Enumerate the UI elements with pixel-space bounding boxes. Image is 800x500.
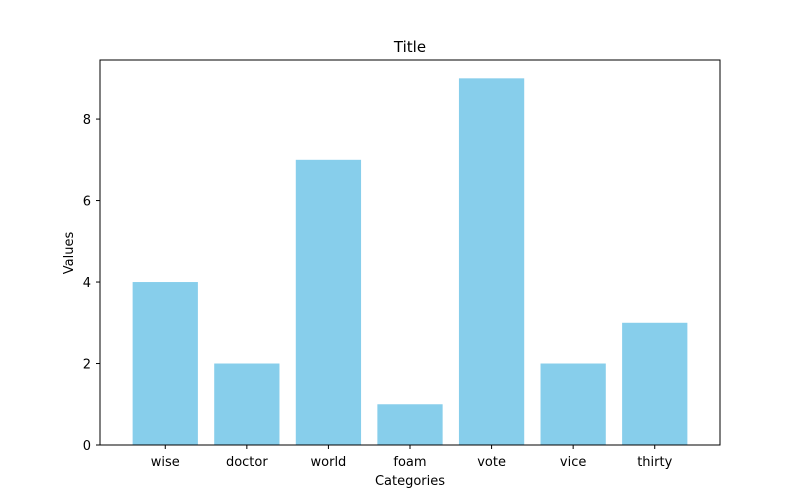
bar-thirty — [622, 322, 688, 445]
bar-vice — [540, 363, 606, 445]
y-tick-label: 2 — [83, 358, 91, 373]
x-tick-label: foam — [393, 455, 426, 470]
bar-foam — [377, 404, 443, 445]
x-tick-label: wise — [151, 455, 180, 470]
bars-group — [132, 78, 688, 445]
y-tick-label: 0 — [83, 439, 91, 454]
x-tick-label: vice — [560, 455, 586, 470]
bar-world — [295, 159, 362, 445]
bar-vote — [458, 78, 525, 445]
x-tick-label: doctor — [226, 455, 268, 470]
y-tick-label: 8 — [83, 113, 91, 128]
x-tick-label: thirty — [637, 455, 672, 470]
x-tick-label: world — [311, 455, 347, 470]
y-tick-label: 4 — [83, 276, 91, 291]
x-axis-ticks: wise doctor world foam vote vice thirty — [151, 445, 673, 470]
bar-wise — [132, 282, 198, 445]
bar-doctor — [214, 363, 280, 445]
chart-title: Title — [393, 38, 426, 56]
plot-area-frame — [99, 59, 721, 446]
y-axis-ticks: 0 2 4 6 8 — [83, 113, 100, 454]
y-tick-label: 6 — [83, 195, 91, 210]
x-tick-label: vote — [477, 455, 506, 470]
y-axis-label: Values — [62, 232, 77, 275]
x-axis-label: Categories — [375, 474, 445, 489]
